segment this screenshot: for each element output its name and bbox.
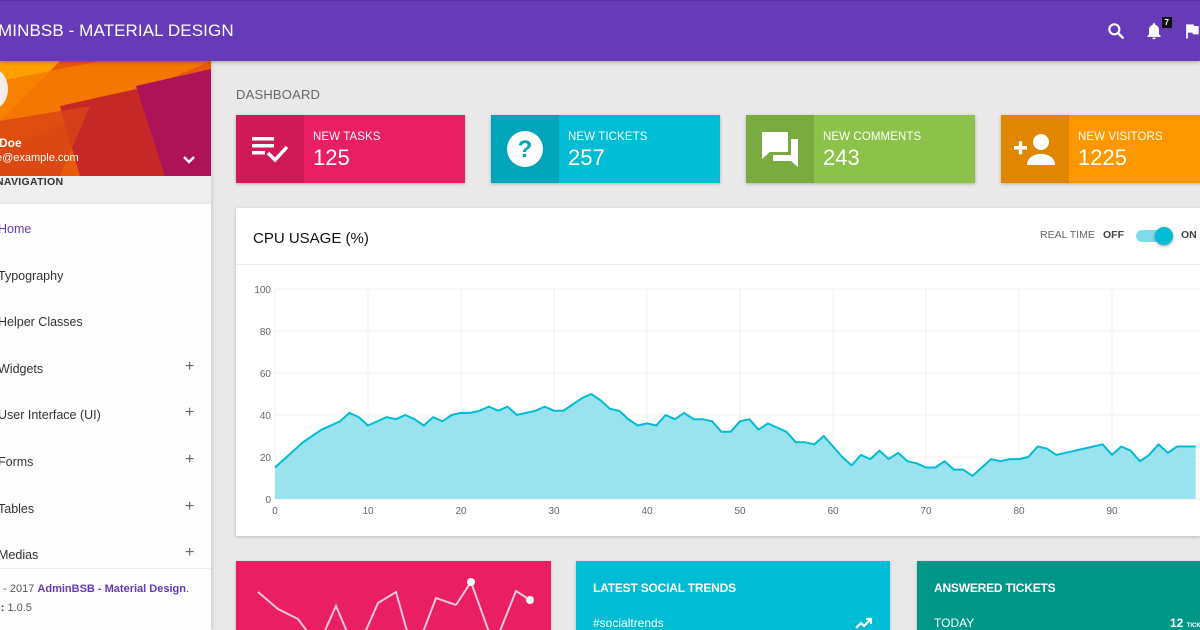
svg-text:60: 60 [827,506,839,517]
info-box-title: NEW TICKETS [568,131,648,143]
svg-text:80: 80 [260,327,272,338]
info-box-title: NEW COMMENTS [823,131,922,143]
nav-header: NAVIGATION [0,176,211,204]
svg-text:30: 30 [548,506,560,517]
social-trends-card: LATEST SOCIAL TRENDS #socialtrends [576,561,890,630]
tasks-button[interactable]: 9 [1182,17,1200,43]
tickets-count: 12 TICKETS [1170,616,1200,630]
sidebar-item-user-interface[interactable]: User Interface (UI) + [0,404,195,423]
info-box-title: NEW TASKS [313,131,381,143]
svg-text:0: 0 [272,506,278,517]
cpu-usage-chart: 0 20 40 60 80 100 0 10 20 30 40 50 60 70 80 90 [254,285,1200,517]
version-text: n: 1.0.5 [0,602,32,614]
svg-text:?: ? [518,136,533,163]
tickets-period-label: TODAY [934,616,975,630]
user-email: e@example.com [0,152,79,164]
info-box-value: 243 [823,145,860,170]
info-box-new-visitors[interactable]: NEW VISITORS 1225 [1001,115,1200,183]
sidebar-item-tables[interactable]: Tables + [0,497,195,516]
avatar[interactable] [0,69,8,109]
info-box-new-comments[interactable]: NEW COMMENTS 243 [746,115,975,183]
copyright-text: 6 - 2017 AdminBSB - Material Design. [0,583,190,595]
svg-text:20: 20 [260,453,272,464]
help-circle-icon: ? [491,115,559,183]
bell-icon [1147,23,1161,40]
sparkline-chart [257,578,534,630]
realtime-label: REAL TIME [1040,229,1095,241]
sidebar: Doe e@example.com NAVIGATION Home Typogr… [0,61,211,630]
cpu-usage-card: CPU USAGE (%) REAL TIME OFF ON 0 20 40 60 80… [236,208,1200,536]
top-navbar: MINBSB - MATERIAL DESIGN 7 9 [0,0,1200,61]
svg-text:20: 20 [455,506,467,517]
info-box-new-tickets[interactable]: ? NEW TICKETS 257 [491,115,720,183]
chevron-down-icon[interactable] [181,154,197,166]
page-title: DASHBOARD [236,87,321,102]
info-box-value: 1225 [1078,145,1127,170]
svg-text:40: 40 [260,411,272,422]
svg-text:70: 70 [920,506,932,517]
answered-tickets-card: ANSWERED TICKETS TODAY 12 TICKETS [917,561,1200,630]
sidebar-item-medias[interactable]: Medias + [0,544,195,563]
realtime-on-label: ON [1181,229,1197,241]
sidebar-footer: 6 - 2017 AdminBSB - Material Design. n: … [0,568,211,614]
realtime-off-label: OFF [1103,229,1124,241]
sidebar-item-home[interactable]: Home [0,222,32,236]
expand-icon[interactable]: + [185,357,195,375]
trending-up-icon [855,617,873,629]
info-box-new-tasks[interactable]: NEW TASKS 125 [236,115,465,183]
sidebar-item-helper-classes[interactable]: Helper Classes [0,315,83,330]
svg-text:100: 100 [254,285,271,296]
notification-count-badge: 7 [1161,17,1172,28]
svg-text:10: 10 [362,506,374,517]
svg-text:0: 0 [265,495,271,506]
svg-text:90: 90 [1106,506,1118,517]
playlist-check-icon [236,115,304,183]
user-background-image [0,61,211,176]
card-title: CPU USAGE (%) [253,230,369,247]
expand-icon[interactable]: + [185,404,195,422]
notifications-button[interactable]: 7 [1144,17,1172,43]
svg-text:60: 60 [260,369,272,380]
forum-icon [746,115,814,183]
sidebar-item-widgets[interactable]: Widgets + [0,357,195,376]
sparkline-card [236,561,551,630]
adminbsb-link[interactable]: AdminBSB - Material Design [37,583,186,595]
svg-text:40: 40 [641,506,653,517]
person-add-icon [1001,115,1069,183]
expand-icon[interactable]: + [185,450,195,468]
info-box-value: 257 [568,145,605,170]
card-title: ANSWERED TICKETS [934,581,1056,595]
realtime-toggle[interactable] [1134,227,1174,245]
info-box-title: NEW VISITORS [1078,131,1163,143]
info-box-value: 125 [313,145,350,170]
search-icon[interactable] [1106,21,1128,43]
flag-icon [1186,24,1199,39]
sidebar-item-typography[interactable]: Typography [0,268,64,283]
user-name: Doe [0,136,22,150]
card-title: LATEST SOCIAL TRENDS [593,581,736,595]
trend-hashtag[interactable]: #socialtrends [593,616,664,630]
brand-title[interactable]: MINBSB - MATERIAL DESIGN [0,21,234,40]
sidebar-menu: Home Typography Helper Classes Widgets + … [0,204,211,577]
user-info-panel: Doe e@example.com [0,61,211,176]
sidebar-item-forms[interactable]: Forms + [0,450,195,469]
svg-text:80: 80 [1013,506,1025,517]
expand-icon[interactable]: + [185,497,195,515]
expand-icon[interactable]: + [185,544,195,562]
svg-text:50: 50 [734,506,746,517]
card-header: CPU USAGE (%) REAL TIME OFF ON [236,208,1200,265]
